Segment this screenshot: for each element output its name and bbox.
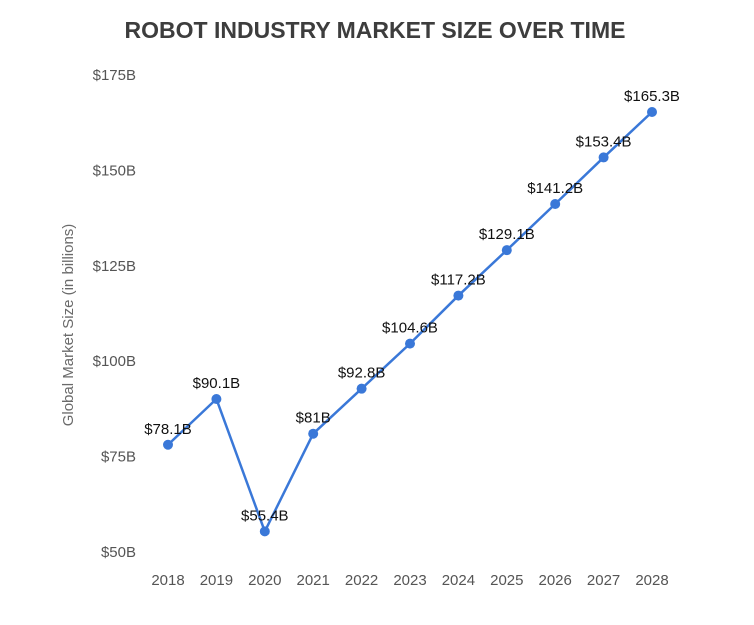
y-tick-label: $125B [93, 258, 136, 275]
x-tick-label: 2019 [200, 572, 233, 589]
data-label: $153.4B [576, 133, 632, 150]
y-axis-ticks: $50B $75B $100B $125B $150B $175B [93, 67, 136, 561]
data-label: $90.1B [193, 375, 241, 392]
data-point [501, 245, 512, 256]
x-tick-label: 2021 [297, 572, 330, 589]
data-label: $81B [296, 410, 331, 427]
x-tick-label: 2020 [248, 572, 281, 589]
x-tick-label: 2025 [490, 572, 523, 589]
data-point [647, 107, 657, 118]
x-tick-label: 2022 [345, 572, 378, 589]
y-tick-label: $50B [101, 544, 136, 561]
x-axis-ticks: 2018 2019 2020 2021 2022 2023 2024 2025 2026 2027… [151, 572, 668, 589]
y-axis-label: Global Market Size (in billions) [60, 224, 77, 427]
data-label: $129.1B [479, 226, 535, 243]
data-label: $117.2B [431, 272, 486, 289]
x-tick-label: 2027 [587, 572, 620, 589]
x-tick-label: 2028 [635, 572, 668, 589]
data-point [453, 290, 464, 301]
x-tick-label: 2023 [393, 572, 426, 589]
data-label: $55.4B [241, 507, 289, 524]
data-point [163, 439, 173, 450]
chart-title: ROBOT INDUSTRY MARKET SIZE OVER TIME [125, 17, 626, 43]
series-line-group [163, 107, 657, 537]
data-point [356, 383, 367, 394]
y-tick-label: $100B [93, 353, 136, 370]
y-tick-label: $75B [101, 449, 136, 466]
data-point [308, 428, 319, 439]
y-tick-label: $150B [93, 162, 136, 179]
data-label: $78.1B [144, 421, 192, 438]
data-point [259, 526, 270, 537]
x-tick-label: 2026 [539, 572, 572, 589]
x-tick-label: 2024 [442, 572, 475, 589]
data-point [550, 198, 561, 209]
x-tick-label: 2018 [151, 572, 184, 589]
data-label: $141.2B [527, 180, 583, 197]
data-labels: $78.1B $90.1B $55.4B $81B $92.8B $104.6B $117.… [144, 88, 680, 524]
data-point [211, 393, 222, 404]
data-label: $104.6B [382, 320, 438, 337]
data-label: $92.8B [338, 365, 386, 382]
data-point [598, 152, 609, 163]
data-label: $165.3B [624, 88, 680, 105]
data-point [405, 338, 415, 349]
y-tick-label: $175B [93, 67, 136, 84]
